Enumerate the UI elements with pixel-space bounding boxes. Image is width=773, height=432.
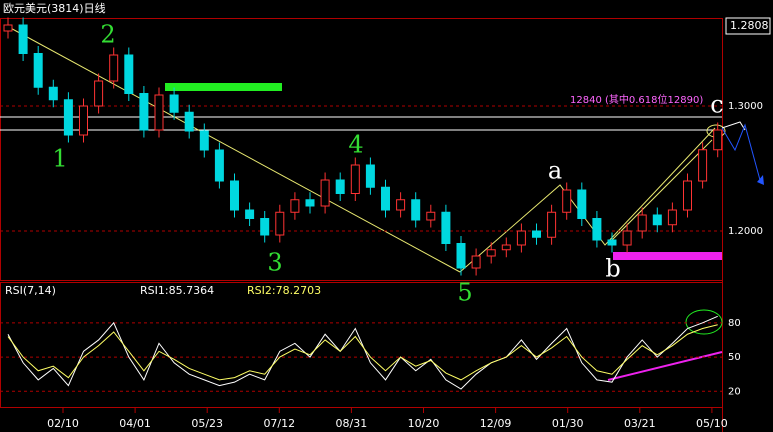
x-tick-label: 07/12 (263, 417, 295, 430)
candle-body (577, 189, 587, 219)
wave-label: 1 (52, 145, 67, 173)
candle-body (184, 111, 194, 132)
wave-label: 3 (267, 249, 282, 277)
candle-body (275, 211, 285, 236)
arrow-head (757, 175, 764, 185)
rsi-line (7, 315, 718, 390)
candle-body (335, 179, 345, 194)
candle-body (109, 54, 119, 82)
candle-body (214, 149, 224, 182)
wave-label: c (710, 91, 723, 119)
x-tick-label: 03/21 (624, 417, 656, 430)
candle-body (320, 179, 330, 207)
candle-body (48, 86, 58, 101)
candle-body (607, 239, 617, 246)
drawings (0, 24, 764, 381)
candle-body (471, 255, 481, 269)
x-tick-label: 08/31 (336, 417, 368, 430)
annotation: 12840 (其中0.618位12890) (570, 93, 703, 106)
candle-body (154, 94, 164, 131)
x-tick-label: 02/10 (47, 417, 79, 430)
magenta-zone (613, 252, 722, 260)
candle-body (260, 218, 270, 236)
candle-body (532, 230, 541, 238)
candle-body (199, 130, 209, 151)
wave-label: 2 (100, 21, 115, 49)
candle-body (33, 53, 43, 88)
candle-body (305, 199, 315, 207)
candle-body (245, 209, 255, 219)
candle-body (63, 99, 73, 136)
candle-body (18, 24, 28, 54)
candle-body (396, 199, 406, 211)
candle-body (622, 230, 632, 246)
y-tick-label: 1.2000 (728, 226, 763, 237)
y-tick-label: 50 (728, 352, 741, 363)
candle-body (124, 54, 134, 94)
candle-body (79, 105, 88, 136)
candle-body (562, 189, 572, 213)
chart-title: 欧元美元(3814)日线 (3, 1, 106, 15)
y-tick-label: 20 (728, 386, 741, 397)
y-tick-label: 1.3000 (728, 101, 763, 112)
candle-body (230, 180, 239, 211)
candle-body (652, 214, 662, 226)
candle-body (592, 218, 602, 241)
x-tick-label: 05/10 (696, 417, 728, 430)
green-zone (165, 83, 282, 91)
wave-label: 5 (457, 279, 472, 307)
x-tick-label: 01/30 (552, 417, 584, 430)
candle-body (698, 149, 708, 182)
candle-body (456, 243, 466, 269)
candle-body (169, 94, 179, 113)
candle-body (411, 199, 421, 221)
legend-entry: RSI2:78.2703 (247, 284, 321, 297)
wave-label: b (605, 255, 620, 283)
candle-body (350, 164, 360, 194)
candle-body (667, 209, 677, 226)
candle-body (637, 214, 647, 232)
wave-label: 4 (348, 131, 363, 159)
candle-body (94, 80, 104, 107)
channel-line (611, 139, 713, 241)
candle-body (683, 180, 692, 211)
projection-arrow (721, 123, 761, 181)
candle-body (441, 211, 451, 244)
rsi-line (7, 324, 718, 381)
candle-body (516, 230, 526, 246)
arrow (721, 121, 746, 131)
y-tick-label: 80 (728, 318, 741, 329)
candle-body (365, 164, 375, 188)
candle-body (3, 24, 13, 32)
candle-body (713, 129, 723, 151)
candle-body (501, 244, 511, 251)
price-label: 1.2808 (730, 19, 769, 32)
candle-body (381, 186, 390, 211)
candle-body (547, 211, 557, 238)
candle-body (486, 249, 496, 257)
candle-body (139, 93, 149, 131)
x-tick-label: 04/01 (119, 417, 151, 430)
price-box (725, 17, 771, 35)
x-tick-label: 10/20 (408, 417, 440, 430)
x-tick-label: 05/23 (191, 417, 223, 430)
candle-body (426, 211, 436, 221)
candle-body (290, 199, 300, 213)
legend-entry: RSI1:85.7364 (140, 284, 214, 297)
rsi-ellipse (685, 309, 723, 335)
rsi-title: RSI(7,14) (5, 284, 56, 297)
x-tick-label: 12/09 (480, 417, 512, 430)
wave-label: a (548, 157, 562, 185)
